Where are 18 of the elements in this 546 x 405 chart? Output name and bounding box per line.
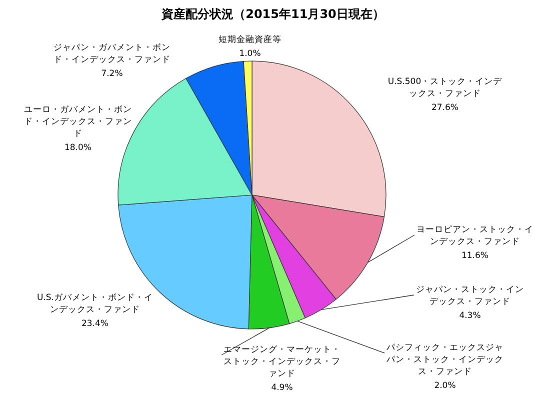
slice-label: ユーロ・ガバメント・ボンド・インデックス・ファンド bbox=[24, 104, 132, 139]
slice-label: 短期金融資産等 bbox=[218, 34, 282, 45]
slice-label: U.S.500・ストック・インデックス・ファンド bbox=[388, 77, 504, 99]
slice-label: ジャパン・ガバメント・ボンド・インデックス・ファンド bbox=[54, 42, 170, 65]
slice-label: U.S.ガバメント・ボンド・インデックス・ファンド bbox=[36, 292, 154, 315]
data-label: 7.2% bbox=[101, 69, 123, 79]
data-label: 11.6% bbox=[461, 251, 489, 261]
data-label: 1.0% bbox=[239, 49, 261, 59]
slice-label: パシフィック・エックスジャパン・ストック・インデックス・ファンド bbox=[386, 343, 504, 377]
slice-label: ジャパン・ストック・インデックス・ファンド bbox=[416, 285, 524, 307]
chart-title: 資産配分状況（2015年11月30日現在） bbox=[160, 7, 384, 21]
data-label: 4.3% bbox=[459, 311, 481, 321]
data-label: 27.6% bbox=[431, 103, 459, 113]
data-label: 18.0% bbox=[64, 143, 92, 153]
data-label: 23.4% bbox=[81, 319, 109, 329]
data-label: 4.9% bbox=[271, 383, 293, 393]
slice-label: ヨーロピアン・ストック・インデックス・ファンド bbox=[416, 224, 534, 247]
data-label: 2.0% bbox=[434, 381, 456, 391]
